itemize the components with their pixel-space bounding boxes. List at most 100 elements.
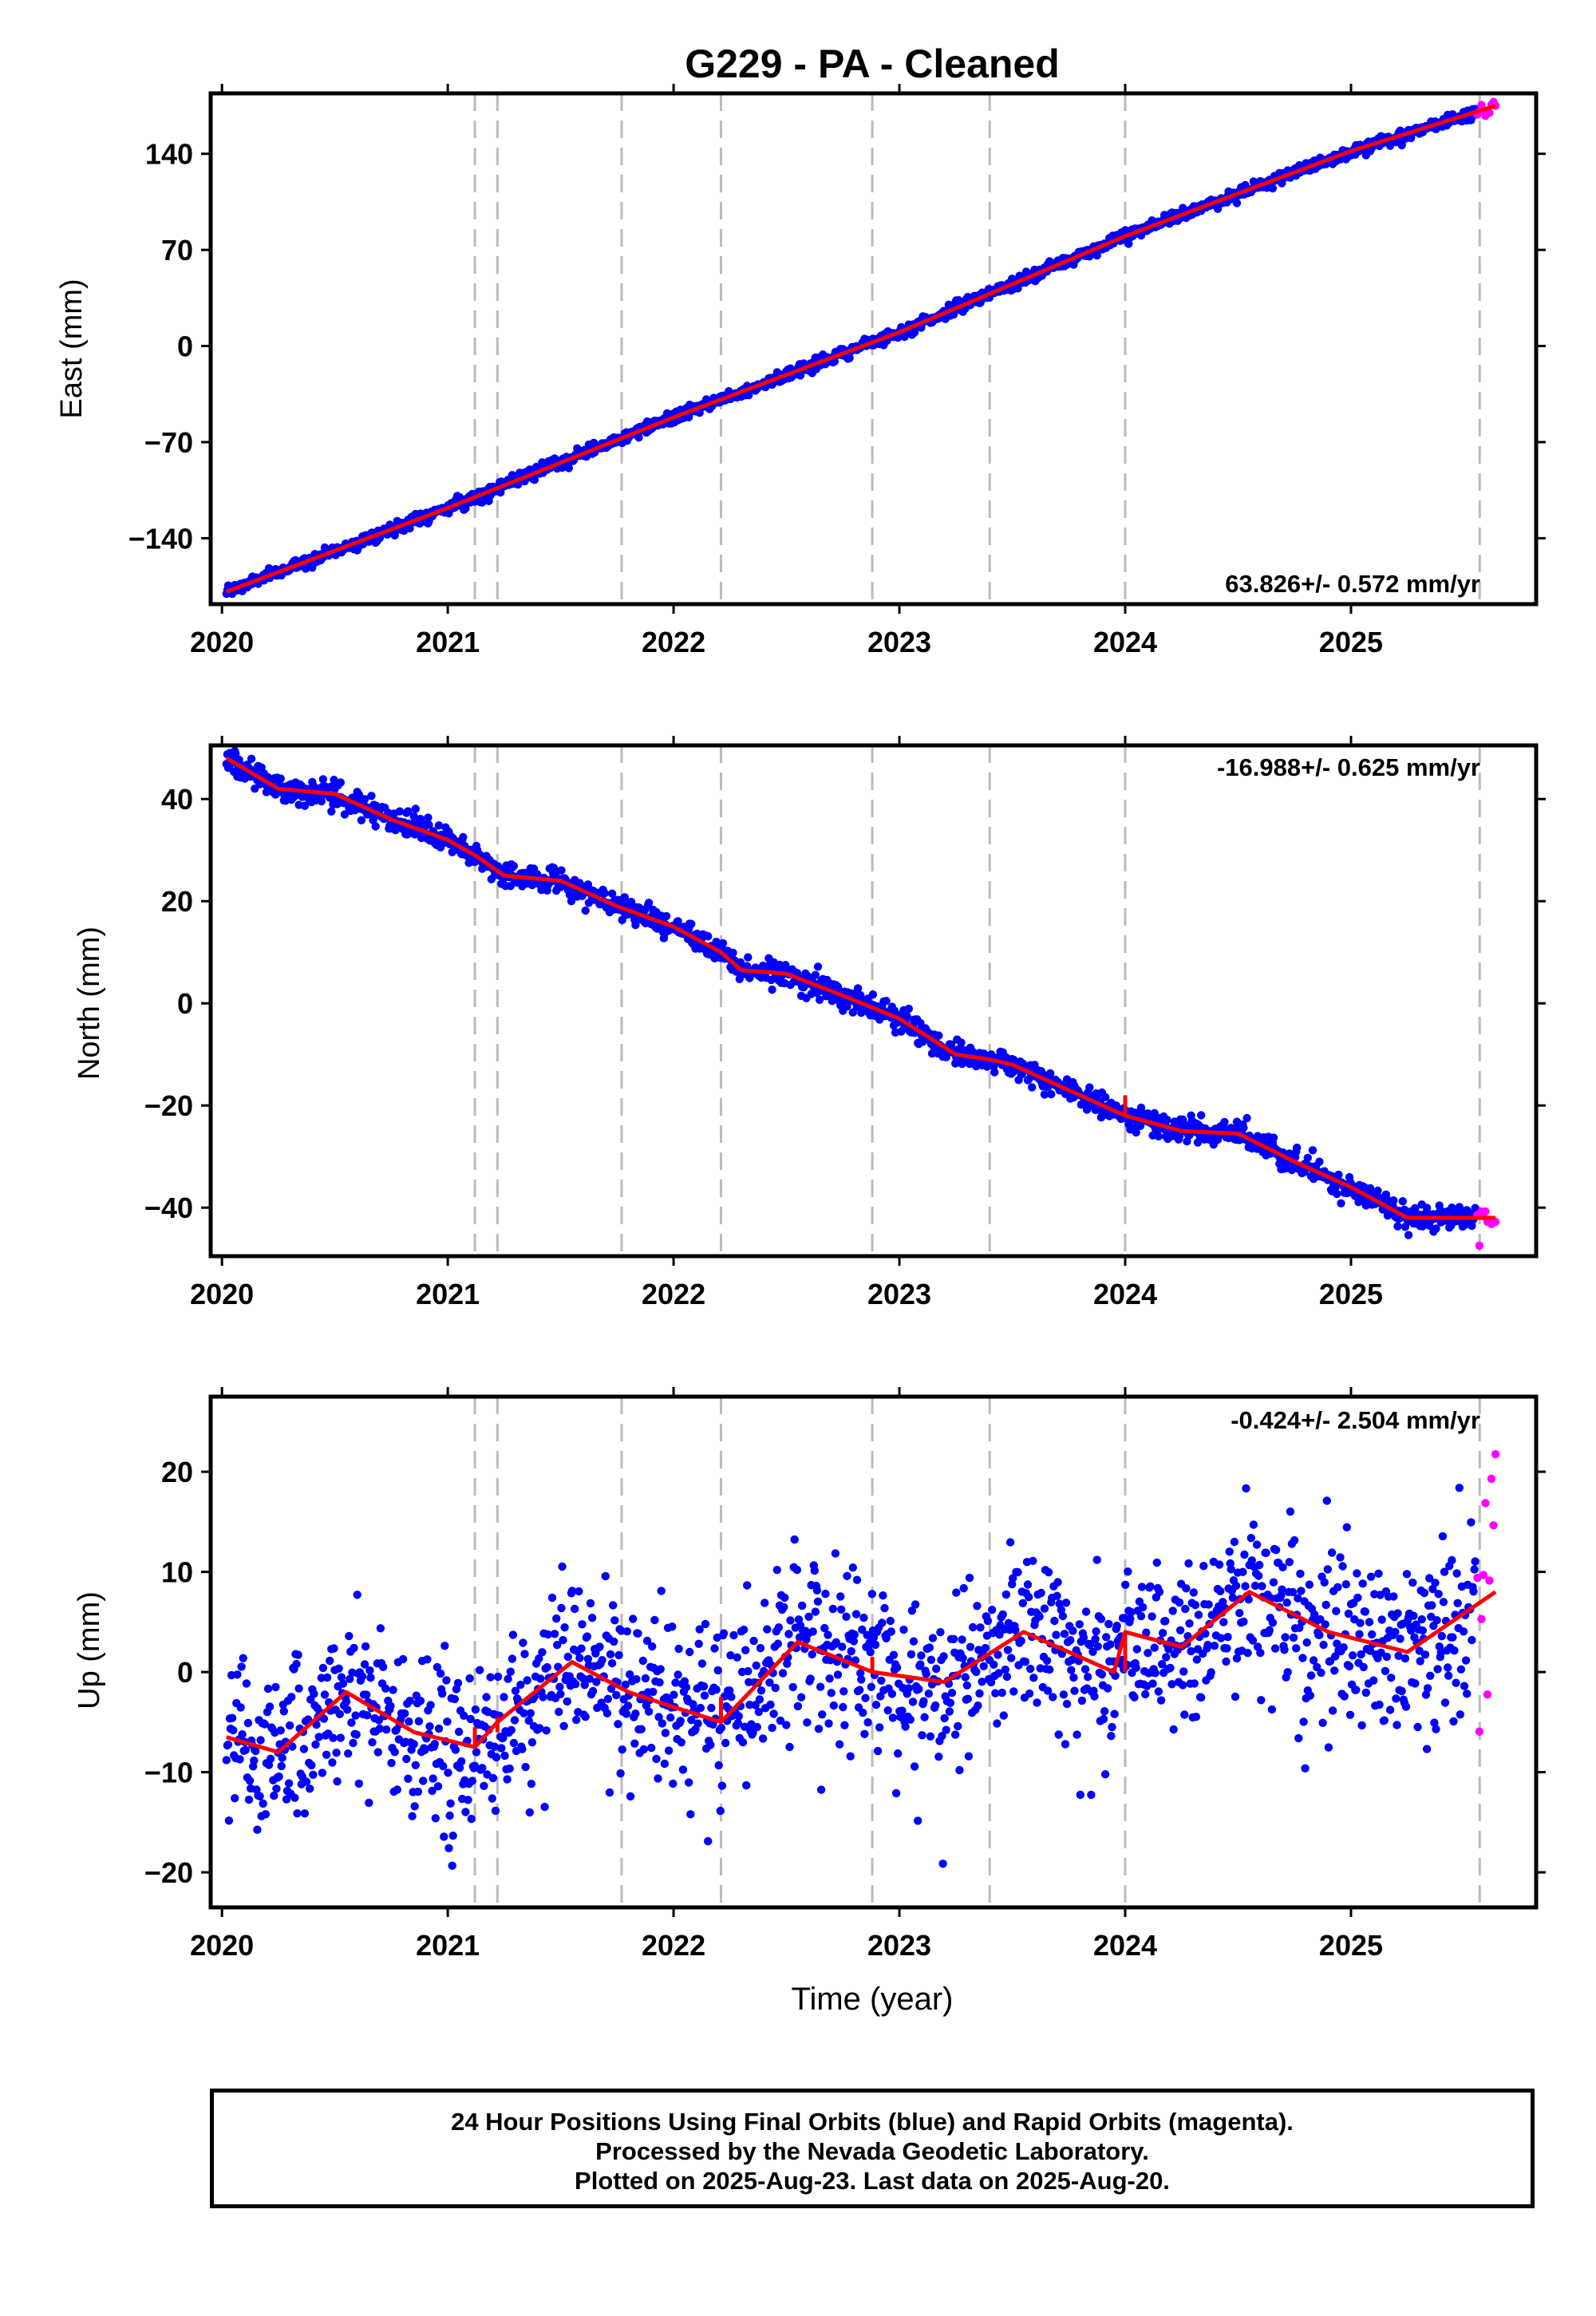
up-point-final bbox=[322, 1750, 331, 1759]
up-point-final bbox=[797, 1601, 807, 1611]
up-point-final bbox=[999, 1711, 1009, 1720]
up-point-final bbox=[1097, 1670, 1107, 1679]
up-point-final bbox=[431, 1814, 440, 1823]
up-point-final bbox=[1422, 1745, 1432, 1753]
up-point-final bbox=[365, 1798, 373, 1808]
up-point-final bbox=[863, 1630, 871, 1639]
up-point-final bbox=[342, 1697, 351, 1706]
up-point-final bbox=[1365, 1618, 1374, 1626]
up-point-final bbox=[824, 1719, 833, 1728]
up-point-final bbox=[1327, 1548, 1337, 1557]
north-point-final bbox=[957, 1038, 966, 1047]
up-point-final bbox=[658, 1719, 666, 1728]
up-point-final bbox=[555, 1707, 563, 1717]
up-point-final bbox=[423, 1655, 432, 1664]
up-x-tick-label: 2025 bbox=[1319, 1929, 1383, 1962]
up-point-final bbox=[1453, 1599, 1462, 1608]
up-point-final bbox=[879, 1591, 887, 1600]
up-point-final bbox=[1292, 1644, 1301, 1653]
up-point-final bbox=[242, 1679, 251, 1688]
up-point-final bbox=[641, 1674, 650, 1683]
up-point-final bbox=[990, 1660, 998, 1669]
east-x-tick-label: 2021 bbox=[416, 626, 480, 658]
up-point-final bbox=[1391, 1627, 1400, 1637]
up-point-final bbox=[1058, 1611, 1068, 1621]
north-point-final bbox=[1333, 1189, 1341, 1199]
up-point-final bbox=[1029, 1556, 1037, 1566]
up-point-final bbox=[1087, 1790, 1096, 1800]
up-point-final bbox=[1359, 1662, 1368, 1672]
up-point-final bbox=[1281, 1633, 1290, 1642]
up-point-final bbox=[433, 1662, 442, 1672]
up-point-final bbox=[951, 1730, 960, 1739]
up-point-final bbox=[1231, 1581, 1241, 1591]
up-point-final bbox=[506, 1667, 515, 1676]
up-point-final bbox=[610, 1637, 618, 1646]
up-point-final bbox=[1191, 1713, 1201, 1721]
up-point-final bbox=[558, 1562, 567, 1571]
up-point-final bbox=[586, 1599, 595, 1608]
north-point-final bbox=[1389, 1196, 1398, 1205]
up-point-final bbox=[509, 1738, 519, 1748]
up-point-final bbox=[1352, 1686, 1361, 1694]
up-point-final bbox=[500, 1693, 508, 1701]
up-point-final bbox=[915, 1685, 923, 1694]
up-point-final bbox=[860, 1729, 869, 1738]
up-point-final bbox=[577, 1644, 586, 1653]
up-point-final bbox=[575, 1654, 584, 1662]
north-point-final bbox=[1315, 1157, 1324, 1166]
up-point-final bbox=[681, 1683, 691, 1692]
up-point-final bbox=[857, 1675, 866, 1684]
up-point-final bbox=[755, 1695, 764, 1704]
up-point-final bbox=[293, 1809, 302, 1818]
up-point-final bbox=[373, 1748, 382, 1757]
north-point-final bbox=[868, 990, 878, 999]
up-point-final bbox=[511, 1686, 520, 1695]
up-point-final bbox=[263, 1684, 273, 1694]
up-point-final bbox=[1389, 1592, 1398, 1601]
up-point-final bbox=[840, 1721, 849, 1729]
north-x-tick-label: 2025 bbox=[1319, 1278, 1383, 1310]
up-point-final bbox=[382, 1725, 391, 1734]
up-point-final bbox=[1330, 1666, 1339, 1675]
up-point-final bbox=[1223, 1644, 1231, 1653]
north-point-final bbox=[1100, 1093, 1110, 1102]
up-point-final bbox=[244, 1795, 254, 1804]
up-point-final bbox=[365, 1666, 374, 1675]
up-point-final bbox=[266, 1754, 275, 1763]
up-point-final bbox=[556, 1690, 565, 1698]
up-point-final bbox=[959, 1583, 968, 1593]
up-point-final bbox=[887, 1690, 897, 1698]
up-point-final bbox=[318, 1663, 328, 1673]
up-point-final bbox=[1219, 1618, 1228, 1626]
up-point-final bbox=[1420, 1588, 1429, 1598]
up-point-final bbox=[1357, 1721, 1366, 1730]
up-point-final bbox=[1179, 1667, 1188, 1676]
up-point-final bbox=[419, 1777, 428, 1785]
up-point-final bbox=[1449, 1717, 1458, 1726]
north-point-final bbox=[1220, 1117, 1229, 1127]
up-point-final bbox=[1104, 1684, 1112, 1693]
north-point-final bbox=[1293, 1144, 1302, 1152]
east-point-final bbox=[564, 464, 573, 472]
up-point-final bbox=[786, 1616, 795, 1625]
north-point-final bbox=[1404, 1231, 1413, 1239]
up-point-final bbox=[333, 1777, 342, 1786]
up-point-final bbox=[820, 1623, 829, 1633]
up-point-final bbox=[1069, 1673, 1078, 1682]
north-y-tick-label: 20 bbox=[161, 885, 193, 918]
up-point-final bbox=[1053, 1578, 1062, 1587]
up-point-final bbox=[1469, 1587, 1478, 1596]
up-point-rapid bbox=[1491, 1450, 1500, 1459]
up-point-final bbox=[587, 1614, 597, 1622]
up-point-final bbox=[1432, 1616, 1441, 1625]
up-point-final bbox=[629, 1614, 638, 1623]
up-point-final bbox=[1271, 1545, 1281, 1555]
up-point-final bbox=[1080, 1665, 1090, 1674]
up-point-final bbox=[237, 1662, 246, 1671]
up-point-final bbox=[808, 1627, 817, 1636]
up-point-final bbox=[846, 1752, 855, 1761]
north-point-final bbox=[729, 948, 737, 958]
